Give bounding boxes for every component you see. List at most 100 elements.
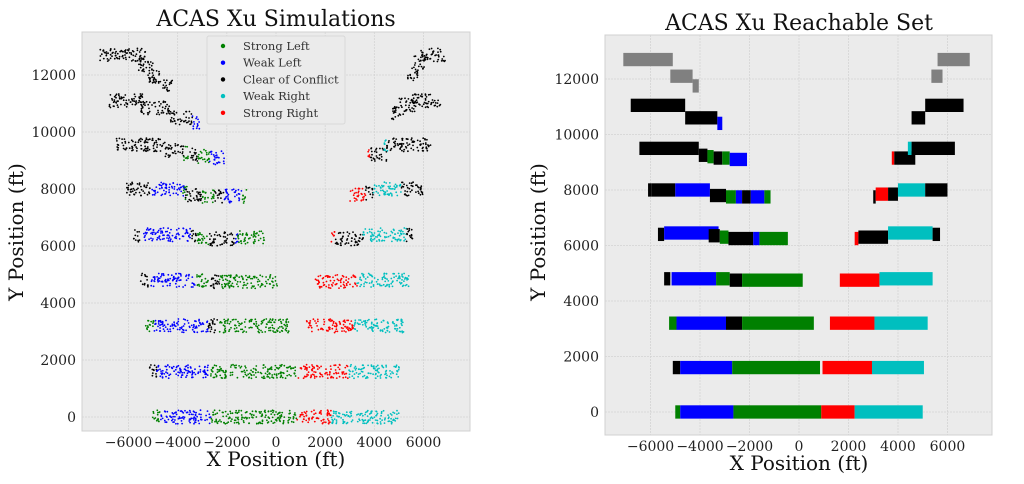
data-point [343, 320, 345, 322]
data-point [401, 137, 403, 140]
data-point [140, 101, 143, 104]
data-point [326, 412, 329, 415]
data-point [117, 144, 119, 146]
data-point [368, 155, 370, 158]
data-point [192, 125, 195, 128]
data-point [256, 232, 258, 234]
data-point [163, 419, 166, 422]
data-point [147, 229, 150, 231]
data-point [414, 71, 416, 74]
point-cluster [151, 409, 161, 423]
data-point [209, 242, 212, 245]
data-point [330, 376, 332, 379]
data-point [203, 366, 206, 369]
data-point [167, 330, 170, 333]
data-point [229, 366, 232, 368]
data-point [353, 192, 356, 195]
reachable-set-box [897, 183, 926, 197]
data-point [246, 282, 249, 285]
data-point [182, 318, 185, 320]
data-point [163, 141, 166, 144]
data-point [189, 195, 192, 197]
data-point [163, 189, 165, 192]
reachable-set-box [742, 190, 751, 204]
reachable-set-box [735, 190, 743, 204]
data-point [363, 366, 366, 369]
data-point [223, 240, 226, 242]
data-point [124, 51, 126, 53]
point-cluster [99, 47, 147, 63]
data-point [246, 233, 249, 236]
data-point [197, 118, 199, 121]
data-point [371, 153, 373, 156]
data-point [212, 286, 215, 289]
data-point [169, 330, 172, 333]
data-point [351, 324, 353, 326]
reachable-set-box [854, 405, 923, 419]
data-point [379, 235, 382, 238]
data-point [412, 79, 415, 82]
data-point [181, 422, 184, 425]
data-point [229, 280, 232, 283]
data-point [186, 231, 189, 234]
data-point [210, 328, 213, 330]
data-point [212, 413, 215, 416]
x-tick-label: 0 [795, 439, 804, 455]
legend-marker [220, 43, 226, 49]
data-point [377, 278, 379, 281]
data-point [250, 234, 253, 237]
data-point [400, 318, 403, 321]
data-point [412, 149, 415, 151]
data-point [153, 369, 155, 372]
data-point [117, 148, 119, 151]
data-point [156, 279, 159, 282]
data-point [161, 144, 164, 147]
data-point [348, 376, 351, 378]
data-point [438, 104, 441, 107]
data-point [144, 231, 147, 234]
data-point [182, 113, 185, 115]
data-point [389, 234, 392, 237]
data-point [367, 372, 370, 374]
data-point [361, 323, 364, 326]
data-point [206, 321, 208, 323]
point-cluster [190, 229, 198, 243]
data-point [190, 230, 193, 233]
data-point [338, 375, 341, 378]
data-point [356, 330, 359, 332]
data-point [200, 197, 203, 200]
data-point [209, 285, 212, 287]
data-point [372, 373, 374, 376]
data-point [429, 144, 432, 147]
data-point [420, 56, 422, 59]
data-point [387, 414, 389, 416]
data-point [335, 422, 338, 425]
data-point [252, 367, 255, 370]
data-point [307, 371, 310, 374]
data-point [135, 188, 138, 191]
data-point [155, 186, 158, 189]
data-point [370, 147, 372, 150]
y-tick-label: 2000 [40, 353, 76, 369]
data-point [189, 199, 192, 202]
data-point [204, 191, 207, 194]
data-point [271, 280, 273, 283]
data-point [210, 375, 212, 377]
data-point [364, 324, 367, 326]
data-point [350, 363, 352, 366]
data-point [206, 374, 209, 376]
data-point [222, 287, 224, 290]
data-point [274, 364, 277, 367]
data-point [131, 181, 134, 184]
data-point [241, 275, 243, 278]
data-point [251, 318, 253, 321]
reachable-set-box [907, 141, 912, 156]
data-point [255, 276, 258, 279]
data-point [192, 233, 195, 235]
data-point [179, 326, 182, 329]
data-point [329, 371, 331, 373]
data-point [220, 376, 223, 379]
data-point [184, 145, 187, 148]
point-cluster [189, 147, 199, 162]
data-point [297, 377, 300, 379]
